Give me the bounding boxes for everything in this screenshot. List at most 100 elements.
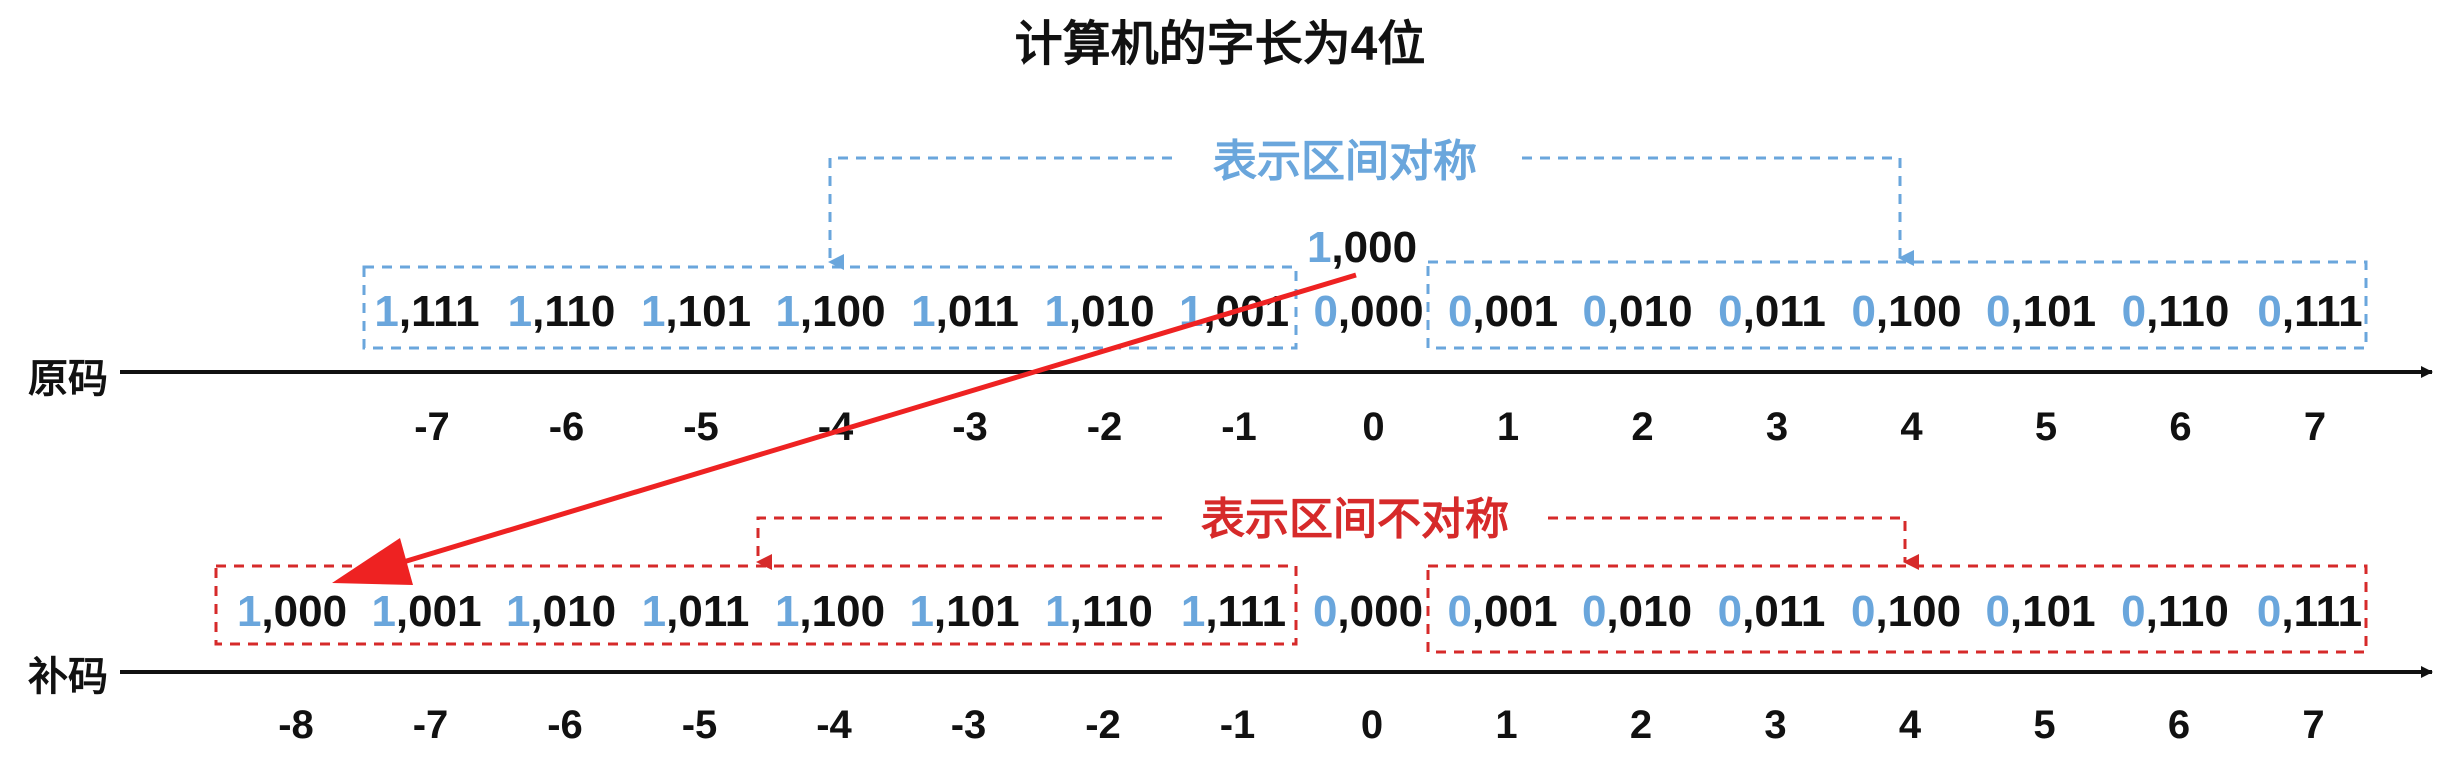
mapping-arrow-head bbox=[332, 538, 413, 585]
sign-bit: 0 bbox=[1718, 287, 1742, 336]
tick-label: 7 bbox=[2304, 405, 2326, 449]
magnitude-bits: ,111 bbox=[399, 287, 480, 336]
sign-bit: 0 bbox=[1582, 287, 1606, 336]
binary-code: 0,111 bbox=[2257, 287, 2362, 336]
sign-magnitude-label: 原码 bbox=[28, 357, 108, 401]
sign-bit: 0 bbox=[1313, 587, 1337, 636]
binary-code: 0,000 bbox=[1313, 587, 1423, 636]
tick-label: 5 bbox=[2033, 703, 2055, 747]
magnitude-bits: ,111 bbox=[1205, 587, 1286, 636]
tick-label: -8 bbox=[278, 703, 314, 747]
magnitude-bits: ,101 bbox=[2010, 287, 2096, 336]
binary-code: 0,111 bbox=[2257, 587, 2362, 636]
tick-label: -3 bbox=[952, 405, 988, 449]
binary-code: 1,100 bbox=[775, 587, 885, 636]
tick-label: -6 bbox=[549, 405, 585, 449]
sign-bit: 0 bbox=[1986, 287, 2010, 336]
sign-bit: 1 bbox=[1045, 587, 1069, 636]
magnitude-bits: ,110 bbox=[532, 287, 615, 336]
tick-label: -6 bbox=[547, 703, 583, 747]
symmetric-range-caption: 表示区间对称 bbox=[1213, 137, 1477, 186]
magnitude-bits: ,100 bbox=[1875, 587, 1961, 636]
sign-bit: 0 bbox=[1851, 587, 1875, 636]
magnitude-bits: ,100 bbox=[799, 587, 885, 636]
tick-label: 4 bbox=[1899, 703, 1922, 747]
binary-code: 0,110 bbox=[2121, 587, 2229, 636]
tick-label: 3 bbox=[1764, 703, 1786, 747]
twos-complement-label: 补码 bbox=[28, 655, 108, 699]
symmetric-bracket-left bbox=[828, 156, 1172, 270]
binary-code: 1,110 bbox=[508, 287, 616, 336]
positive-range-box-red bbox=[1426, 564, 2368, 654]
twos-complement-codes: 1,000 1,001 1,010 1,011 1,100 1,101 1,110 1,111… bbox=[237, 587, 2362, 636]
binary-code: 0,011 bbox=[1718, 587, 1826, 636]
positive-range-box bbox=[1426, 260, 2368, 350]
negative-range-box bbox=[362, 265, 1298, 350]
tick-label: -3 bbox=[951, 703, 987, 747]
magnitude-bits: ,011 bbox=[1742, 587, 1825, 636]
tick-label: 5 bbox=[2035, 405, 2057, 449]
magnitude-bits: ,001 bbox=[1203, 287, 1289, 336]
sign-magnitude-codes: 1,111 1,110 1,101 1,100 1,011 1,010 1,001 0,000… bbox=[374, 287, 2362, 336]
magnitude-bits: ,010 bbox=[1607, 287, 1693, 336]
sign-bit: 1 bbox=[909, 587, 933, 636]
binary-code: 1,010 bbox=[506, 587, 616, 636]
sign-bit: 0 bbox=[2121, 587, 2145, 636]
symmetric-bracket-right bbox=[1522, 156, 1914, 266]
binary-code: 0,101 bbox=[1985, 587, 2095, 636]
binary-code: 0,010 bbox=[1582, 287, 1692, 336]
sign-bit: 1 bbox=[1181, 587, 1205, 636]
tick-label: 0 bbox=[1362, 405, 1384, 449]
sign-bit: 1 bbox=[642, 587, 666, 636]
sign-bit: 1 bbox=[371, 587, 395, 636]
magnitude-bits: ,000 bbox=[1337, 587, 1423, 636]
magnitude-bits: ,010 bbox=[1606, 587, 1692, 636]
sign-bit: 0 bbox=[1985, 587, 2009, 636]
negative-zero-code: 1,000 bbox=[1307, 223, 1417, 272]
tick-label: 4 bbox=[1900, 405, 1923, 449]
tick-label: -1 bbox=[1221, 405, 1257, 449]
sign-bit: 0 bbox=[2122, 287, 2146, 336]
binary-code: 0,011 bbox=[1718, 287, 1826, 336]
tick-label: 2 bbox=[1631, 405, 1653, 449]
binary-code: 1,110 bbox=[1045, 587, 1153, 636]
magnitude-bits: ,001 bbox=[1472, 587, 1558, 636]
magnitude-bits: ,110 bbox=[2146, 587, 2229, 636]
tick-label: 2 bbox=[1630, 703, 1652, 747]
magnitude-bits: ,000 bbox=[1338, 287, 1424, 336]
sign-bit: 0 bbox=[1447, 587, 1471, 636]
magnitude-bits: ,101 bbox=[934, 587, 1020, 636]
magnitude-bits: ,110 bbox=[2146, 287, 2229, 336]
tick-label: -5 bbox=[683, 405, 719, 449]
magnitude-bits: ,101 bbox=[2010, 587, 2096, 636]
binary-code: 1,101 bbox=[909, 587, 1019, 636]
binary-code: 0,100 bbox=[1851, 587, 1961, 636]
tick-label: -5 bbox=[682, 703, 718, 747]
sign-bit: 1 bbox=[237, 587, 261, 636]
binary-code: 1,010 bbox=[1044, 287, 1154, 336]
sign-bit: 1 bbox=[775, 587, 799, 636]
tick-label: -2 bbox=[1085, 703, 1121, 747]
magnitude-bits: ,101 bbox=[665, 287, 751, 336]
tick-label: -1 bbox=[1220, 703, 1256, 747]
asymmetric-bracket-left bbox=[756, 516, 1162, 570]
tick-label: 1 bbox=[1495, 703, 1517, 747]
magnitude-bits: ,001 bbox=[1472, 287, 1558, 336]
binary-code: 1,111 bbox=[1181, 587, 1286, 636]
sign-bit: 0 bbox=[1313, 287, 1337, 336]
magnitude-bits: ,011 bbox=[936, 287, 1019, 336]
magnitude-bits: ,011 bbox=[666, 587, 749, 636]
asymmetric-bracket-right bbox=[1548, 516, 1919, 570]
asymmetric-range-caption: 表示区间不对称 bbox=[1201, 495, 1509, 544]
sign-bit: 1 bbox=[641, 287, 665, 336]
magnitude-bits: ,010 bbox=[530, 587, 616, 636]
sign-magnitude-ticks: -7 -6 -5 -4 -3 -2 -1 0 1 2 3 4 5 6 7 bbox=[414, 405, 2326, 449]
tick-label: 3 bbox=[1766, 405, 1788, 449]
binary-code: 1,101 bbox=[641, 287, 751, 336]
sign-bit: 1 bbox=[506, 587, 530, 636]
magnitude-bits: ,000 bbox=[1331, 223, 1417, 272]
binary-code: 0,100 bbox=[1851, 287, 1961, 336]
binary-code: 1,011 bbox=[911, 287, 1019, 336]
tick-label: 7 bbox=[2302, 703, 2324, 747]
